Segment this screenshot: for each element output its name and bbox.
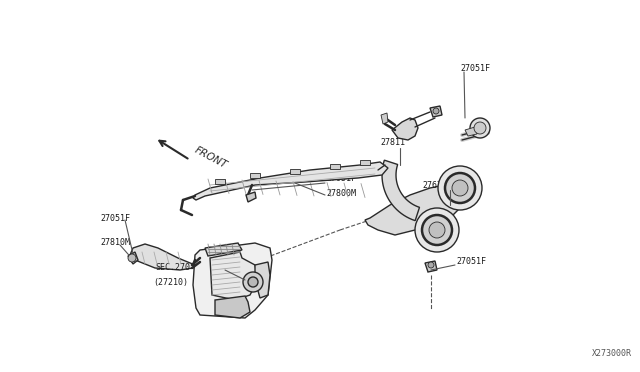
Polygon shape — [365, 185, 462, 235]
Text: 27800M: 27800M — [326, 189, 356, 198]
Polygon shape — [128, 252, 138, 264]
Polygon shape — [193, 243, 272, 318]
Text: 27051F: 27051F — [460, 64, 490, 73]
Text: X273000R: X273000R — [592, 349, 632, 358]
Circle shape — [470, 118, 490, 138]
Text: 27051F: 27051F — [456, 257, 486, 266]
Circle shape — [474, 122, 486, 134]
Polygon shape — [210, 252, 258, 300]
Polygon shape — [392, 118, 418, 140]
Polygon shape — [430, 106, 442, 117]
Polygon shape — [215, 296, 250, 318]
Polygon shape — [465, 127, 477, 136]
Bar — [360, 160, 370, 165]
Bar — [330, 164, 340, 169]
Polygon shape — [381, 113, 388, 124]
Polygon shape — [255, 262, 270, 298]
Polygon shape — [382, 160, 419, 221]
Text: 27051F: 27051F — [326, 173, 356, 183]
Polygon shape — [246, 192, 256, 202]
Polygon shape — [130, 244, 195, 270]
Bar — [250, 173, 260, 178]
Circle shape — [433, 108, 439, 114]
Circle shape — [128, 254, 136, 262]
Polygon shape — [425, 261, 437, 272]
Text: (27210): (27210) — [153, 279, 188, 288]
Text: 27670: 27670 — [422, 180, 447, 189]
Circle shape — [452, 180, 468, 196]
Text: 27810M: 27810M — [100, 237, 130, 247]
Circle shape — [243, 272, 263, 292]
Circle shape — [248, 277, 258, 287]
Text: FRONT: FRONT — [193, 145, 229, 171]
Circle shape — [422, 215, 452, 245]
Circle shape — [429, 222, 445, 238]
Circle shape — [445, 173, 475, 203]
Text: 27051F: 27051F — [100, 214, 130, 222]
Text: 27811: 27811 — [380, 138, 405, 147]
Polygon shape — [193, 162, 388, 200]
Circle shape — [415, 208, 459, 252]
Bar — [215, 179, 225, 184]
Circle shape — [428, 262, 434, 268]
Text: SEC.270: SEC.270 — [155, 263, 190, 273]
Bar — [290, 169, 300, 174]
Circle shape — [438, 166, 482, 210]
Polygon shape — [205, 243, 242, 256]
